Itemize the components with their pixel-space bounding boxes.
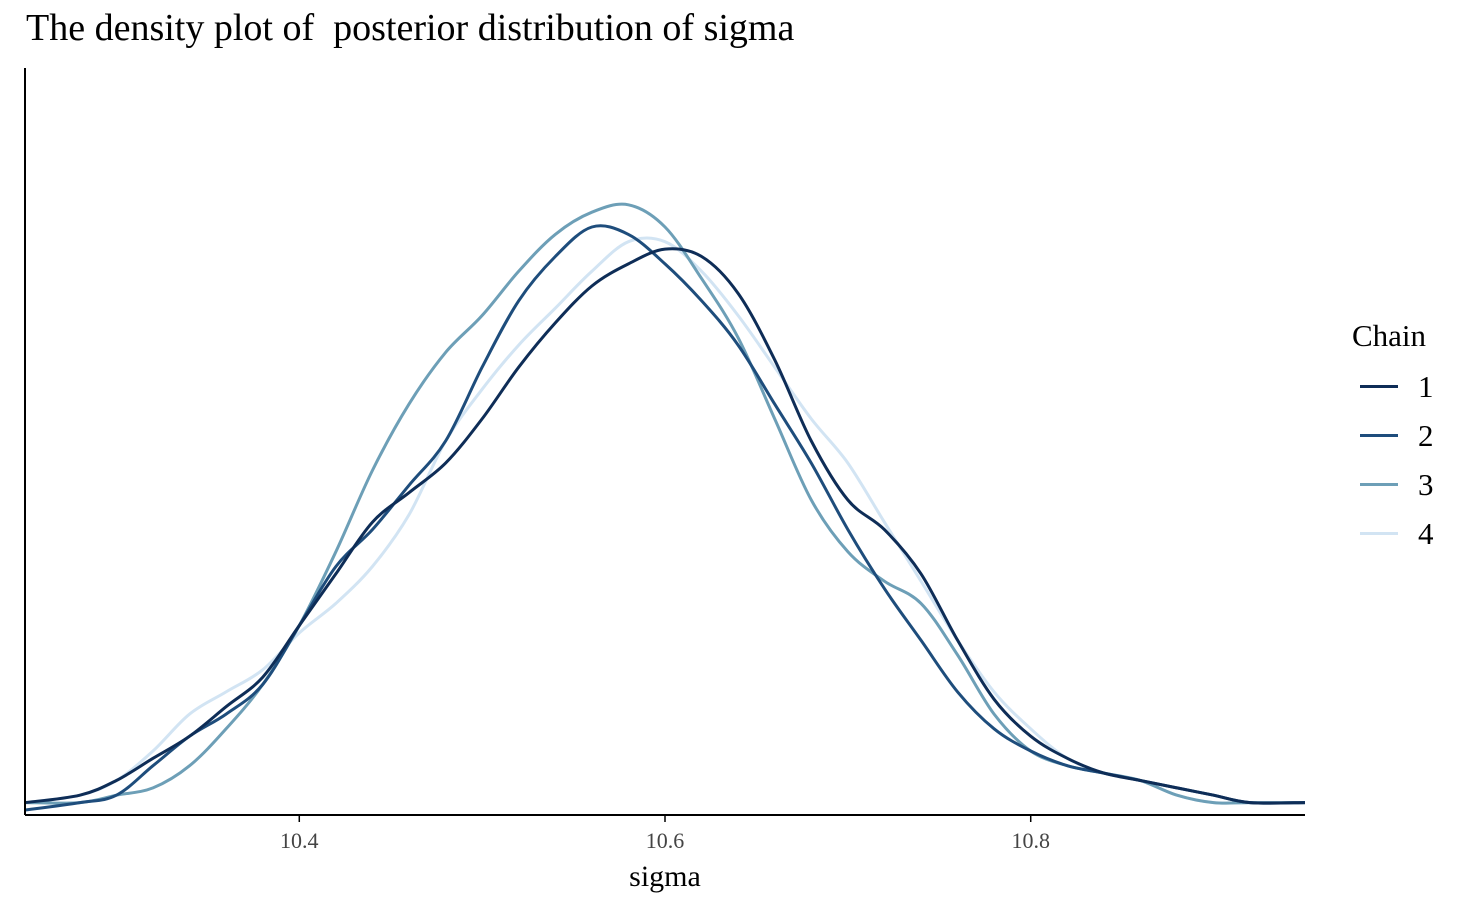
legend-swatch bbox=[1360, 385, 1398, 388]
legend-label: 2 bbox=[1418, 417, 1434, 453]
series-lines bbox=[24, 202, 1306, 812]
x-axis-ticks: 10.4 10.6 10.8 bbox=[280, 815, 1050, 853]
legend-item-3: 3 bbox=[1352, 460, 1434, 509]
legend-title: Chain bbox=[1352, 318, 1427, 353]
series-line-chain-1 bbox=[24, 247, 1306, 805]
legend-swatch bbox=[1360, 532, 1398, 535]
legend-item-1: 1 bbox=[1352, 362, 1434, 411]
legend-item-4: 4 bbox=[1352, 509, 1434, 558]
legend-label: 3 bbox=[1418, 466, 1434, 502]
legend-label: 4 bbox=[1418, 515, 1434, 551]
x-tick-label: 10.4 bbox=[280, 828, 319, 853]
x-axis-title: sigma bbox=[629, 860, 701, 893]
x-tick-label: 10.8 bbox=[1011, 828, 1050, 853]
x-tick-label: 10.6 bbox=[646, 828, 685, 853]
legend-swatch bbox=[1360, 434, 1398, 437]
legend-label: 1 bbox=[1418, 368, 1434, 404]
legend-item-2: 2 bbox=[1352, 411, 1434, 460]
chart-title: The density plot of posterior distributi… bbox=[26, 7, 795, 49]
legend: Chain 1 2 3 4 bbox=[1352, 318, 1434, 558]
series-line-chain-2 bbox=[24, 224, 1306, 812]
legend-swatch bbox=[1360, 483, 1398, 486]
